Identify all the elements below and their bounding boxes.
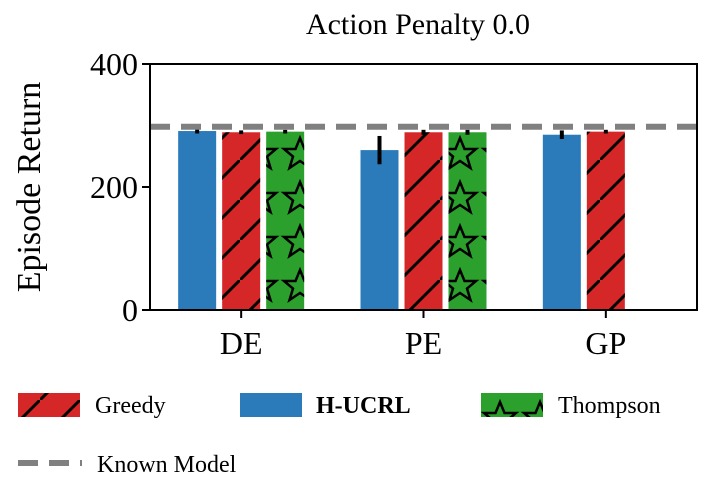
legend-swatch-h-ucrl — [240, 393, 302, 417]
x-tick-label-de: DE — [220, 325, 263, 361]
bar-hatch-thompson-de — [266, 131, 305, 310]
axes-layer: DE PE GP 0 200 400 — [90, 46, 698, 361]
bar-h-ucrl-de — [178, 131, 217, 310]
legend: Greedy H-UCRL Thompson Known Model — [18, 393, 661, 478]
bar-hatch-thompson-pe — [448, 132, 487, 310]
chart-title: Action Penalty 0.0 — [306, 8, 530, 41]
y-tick-label-400: 400 — [90, 46, 138, 82]
legend-swatch-thompson-hatch — [481, 393, 543, 417]
legend-item-h-ucrl: H-UCRL — [240, 393, 411, 419]
bar-hatch-greedy-de — [222, 132, 261, 310]
legend-swatch-greedy-hatch — [18, 393, 80, 417]
bars-layer — [178, 128, 625, 310]
legend-label-h-ucrl: H-UCRL — [316, 393, 411, 419]
bar-h-ucrl-pe — [360, 150, 399, 310]
x-tick-label-pe: PE — [405, 325, 442, 361]
legend-item-thompson: Thompson — [481, 393, 661, 419]
bar-h-ucrl-gp — [542, 134, 581, 310]
legend-label-known-model: Known Model — [97, 452, 237, 478]
legend-item-known-model: Known Model — [18, 452, 237, 478]
x-tick-label-gp: GP — [585, 325, 626, 361]
legend-item-greedy: Greedy — [18, 393, 166, 419]
legend-label-thompson: Thompson — [558, 393, 661, 419]
y-tick-label-200: 200 — [90, 169, 138, 205]
y-tick-label-0: 0 — [122, 292, 138, 328]
bar-hatch-greedy-gp — [586, 131, 625, 310]
plot-frame — [149, 63, 698, 311]
bar-hatch-greedy-pe — [404, 132, 443, 310]
legend-label-greedy: Greedy — [95, 393, 166, 419]
y-axis-label: Episode Return — [11, 82, 48, 293]
